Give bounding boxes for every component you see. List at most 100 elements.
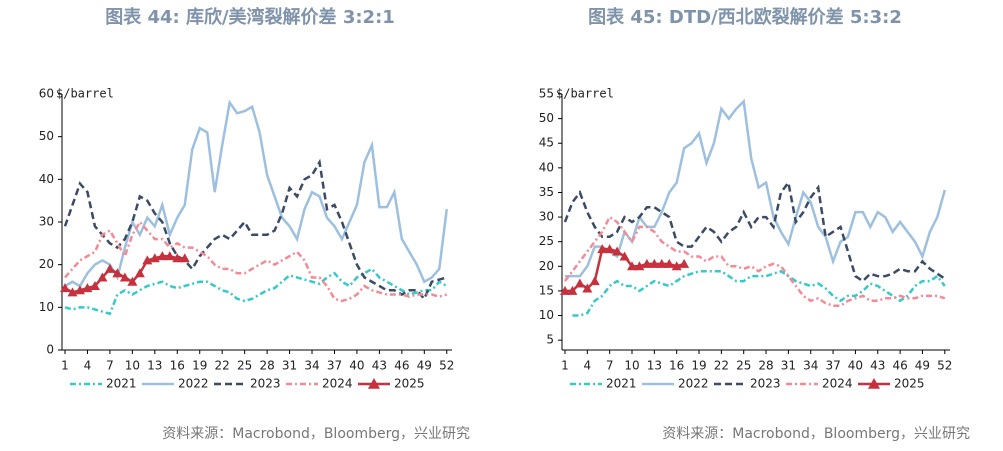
x-tick-label: 34 <box>803 359 818 373</box>
x-tick-label: 22 <box>714 359 729 373</box>
y-tick-label: 50 <box>539 111 554 125</box>
point-marker <box>589 276 600 286</box>
legend-marker <box>868 378 880 389</box>
point-marker <box>634 261 645 271</box>
x-tick-label: 13 <box>147 359 162 373</box>
x-tick-label: 34 <box>304 359 319 373</box>
point-marker <box>74 285 85 295</box>
x-tick-label: 1 <box>561 359 569 373</box>
point-marker <box>604 244 615 254</box>
point-marker <box>119 272 130 282</box>
x-tick-label: 37 <box>327 359 342 373</box>
point-marker <box>134 268 145 278</box>
point-marker <box>172 253 183 263</box>
x-tick-label: 28 <box>758 359 773 373</box>
y-tick-label: 60 <box>39 87 54 101</box>
x-tick-label: 4 <box>84 359 92 373</box>
x-tick-label: 16 <box>170 359 185 373</box>
x-tick-label: 25 <box>237 359 252 373</box>
series-line <box>63 158 448 302</box>
x-tick-label: 31 <box>282 359 297 373</box>
legend-label: 2023 <box>750 377 781 391</box>
point-marker <box>157 251 168 261</box>
x-tick-label: 1 <box>61 359 69 373</box>
y-tick-label: 45 <box>539 136 554 150</box>
x-tick-label: 10 <box>125 359 140 373</box>
series-line <box>64 219 448 303</box>
legend-label: 2023 <box>250 377 281 391</box>
point-marker <box>619 251 630 261</box>
series-line <box>563 215 946 307</box>
point-marker <box>641 258 652 268</box>
point-marker <box>559 285 570 295</box>
x-tick-label: 31 <box>781 359 796 373</box>
x-tick-label: 40 <box>349 359 364 373</box>
y-tick-label: 25 <box>539 234 554 248</box>
x-tick-label: 7 <box>106 359 114 373</box>
y-tick-label: 30 <box>39 215 54 229</box>
point-marker <box>679 258 690 268</box>
legend-label: 2022 <box>178 377 209 391</box>
legend-label: 2024 <box>822 377 853 391</box>
y-tick-label: 5 <box>546 333 554 347</box>
x-tick-label: 16 <box>669 359 684 373</box>
chart-title: 图表 44: 库欣/美湾裂解价差 3:2:1 <box>105 6 395 28</box>
x-tick-label: 7 <box>606 359 614 373</box>
point-marker <box>671 261 682 271</box>
y-tick-label: 20 <box>39 257 54 271</box>
point-marker <box>664 258 675 268</box>
y-tick-label: 55 <box>539 87 554 101</box>
y-tick-label: 50 <box>39 129 54 143</box>
x-tick-label: 37 <box>825 359 840 373</box>
x-tick-label: 52 <box>439 359 454 373</box>
legend-label: 2025 <box>894 377 925 391</box>
x-tick-label: 22 <box>215 359 230 373</box>
y-tick-label: 40 <box>539 160 554 174</box>
series-line <box>572 269 946 317</box>
x-tick-label: 10 <box>624 359 639 373</box>
x-tick-label: 40 <box>848 359 863 373</box>
x-tick-label: 28 <box>259 359 274 373</box>
legend-label: 2025 <box>394 377 425 391</box>
y-unit-label: $/barrel <box>56 87 114 101</box>
point-marker <box>142 255 153 265</box>
point-marker <box>567 285 578 295</box>
point-marker <box>89 281 100 290</box>
x-tick-label: 43 <box>870 359 885 373</box>
point-marker <box>97 272 108 282</box>
point-marker <box>127 276 138 286</box>
x-tick-label: 52 <box>937 359 952 373</box>
x-tick-label: 19 <box>691 359 706 373</box>
y-tick-label: 10 <box>539 308 554 322</box>
x-tick-label: 25 <box>736 359 751 373</box>
point-marker <box>656 258 667 268</box>
source-note: 资料来源：Macrobond，Bloomberg，兴业研究 <box>162 426 470 442</box>
x-tick-label: 19 <box>192 359 207 373</box>
point-marker <box>112 268 123 278</box>
y-unit-label: $/barrel <box>556 87 614 101</box>
y-tick-label: 20 <box>539 259 554 273</box>
legend-label: 2021 <box>606 377 637 391</box>
legend-label: 2022 <box>678 377 709 391</box>
series-line <box>64 99 449 288</box>
x-tick-label: 46 <box>892 359 907 373</box>
x-tick-label: 4 <box>584 359 592 373</box>
x-tick-label: 46 <box>394 359 409 373</box>
point-marker <box>612 246 623 256</box>
chart-title: 图表 45: DTD/西北欧裂解价差 5:3:2 <box>588 6 902 28</box>
point-marker <box>597 244 608 254</box>
point-marker <box>627 261 638 271</box>
point-marker <box>67 287 78 297</box>
y-tick-label: 40 <box>39 172 54 186</box>
legend-label: 2021 <box>106 377 137 391</box>
point-marker <box>59 283 70 293</box>
x-tick-label: 13 <box>647 359 662 373</box>
y-tick-label: 35 <box>539 185 554 199</box>
x-tick-label: 49 <box>417 359 432 373</box>
point-marker <box>179 253 190 263</box>
point-marker <box>164 251 175 261</box>
point-marker <box>104 263 115 273</box>
x-tick-label: 49 <box>915 359 930 373</box>
series-line <box>64 267 448 316</box>
